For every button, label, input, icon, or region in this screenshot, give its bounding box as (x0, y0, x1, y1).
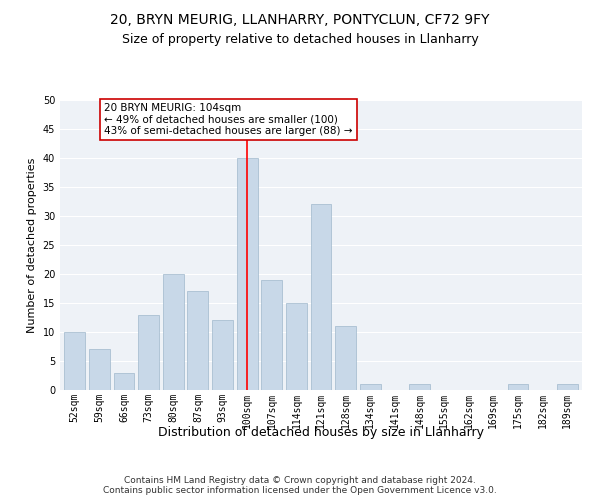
Bar (311, 204, 331, 390)
Bar (261, 280, 282, 390)
Bar (236, 158, 257, 390)
Bar (138, 314, 159, 390)
Text: Size of property relative to detached houses in Llanharry: Size of property relative to detached ho… (122, 32, 478, 46)
Bar (286, 303, 307, 390)
Bar (187, 292, 208, 390)
Text: 20, BRYN MEURIG, LLANHARRY, PONTYCLUN, CF72 9FY: 20, BRYN MEURIG, LLANHARRY, PONTYCLUN, C… (110, 12, 490, 26)
Bar (508, 384, 529, 390)
Bar (64, 332, 85, 390)
Text: Contains HM Land Registry data © Crown copyright and database right 2024.
Contai: Contains HM Land Registry data © Crown c… (103, 476, 497, 495)
Bar (557, 384, 578, 390)
Bar (163, 274, 184, 390)
Text: 20 BRYN MEURIG: 104sqm
← 49% of detached houses are smaller (100)
43% of semi-de: 20 BRYN MEURIG: 104sqm ← 49% of detached… (104, 103, 353, 136)
Bar (113, 372, 134, 390)
Text: Distribution of detached houses by size in Llanharry: Distribution of detached houses by size … (158, 426, 484, 439)
Bar (360, 384, 381, 390)
Bar (335, 326, 356, 390)
Y-axis label: Number of detached properties: Number of detached properties (27, 158, 37, 332)
Bar (409, 384, 430, 390)
Bar (89, 350, 110, 390)
Bar (212, 320, 233, 390)
